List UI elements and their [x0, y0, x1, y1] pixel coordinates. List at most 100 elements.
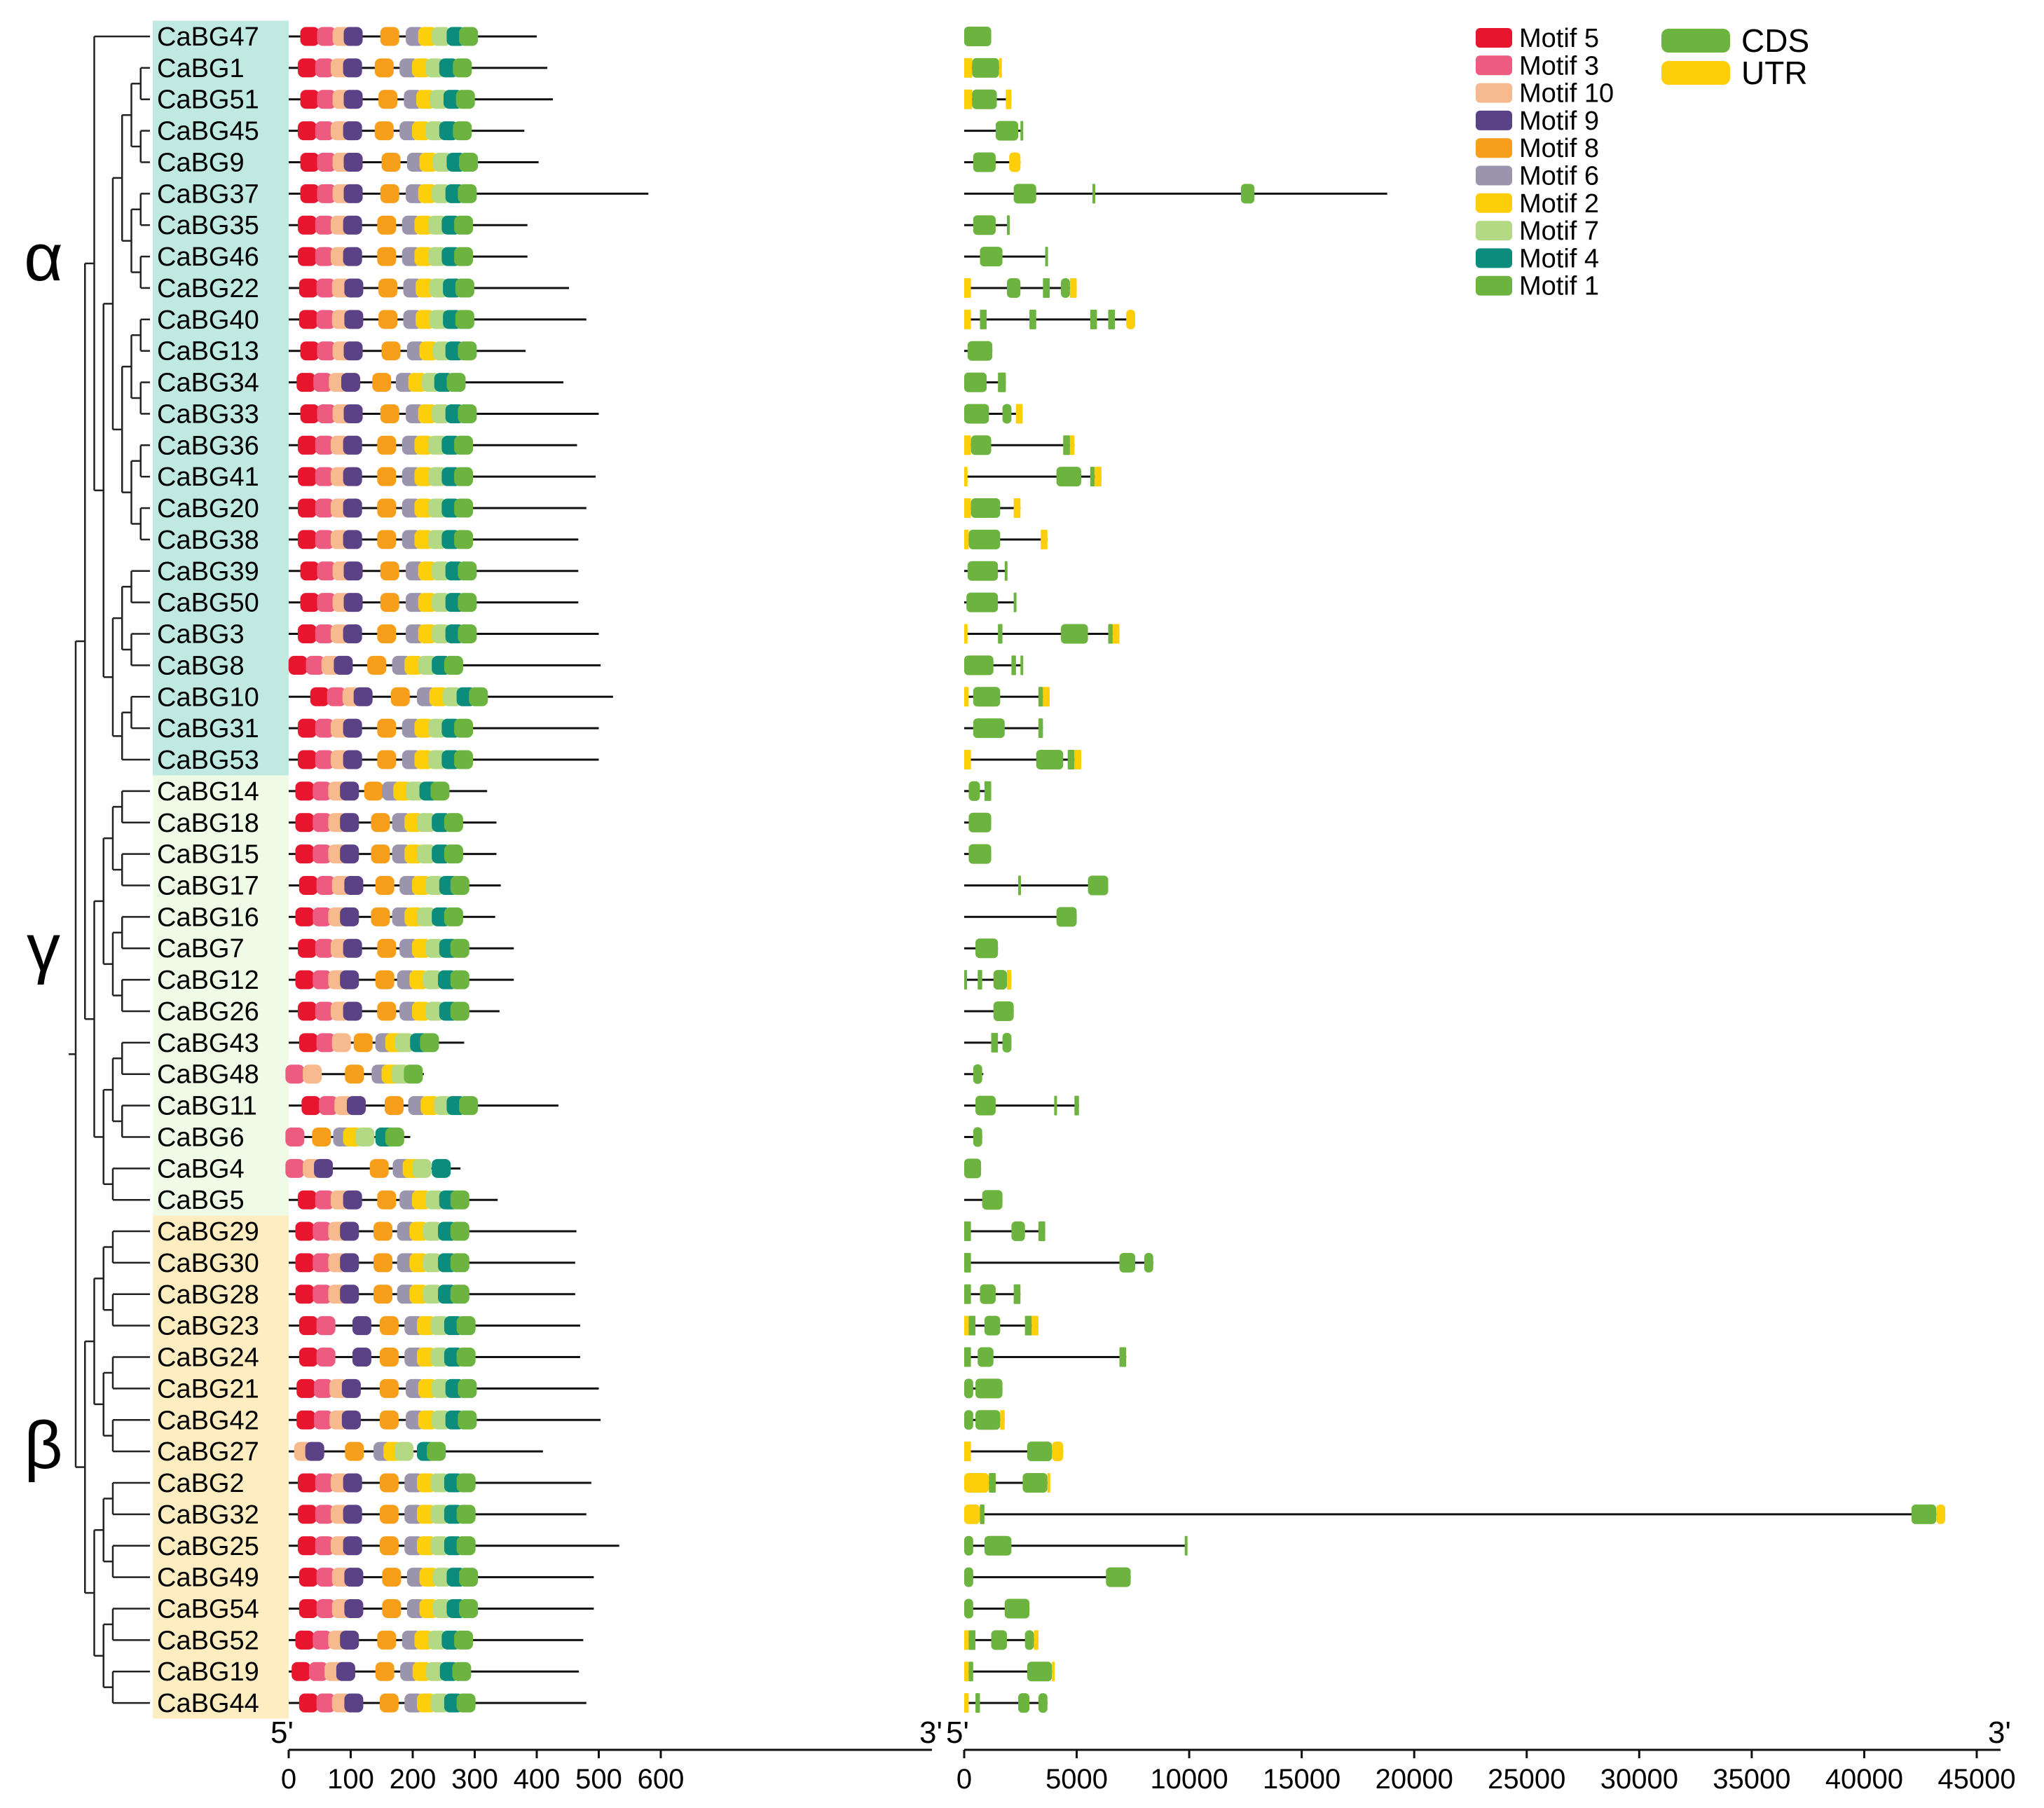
motif-box-m8	[375, 970, 395, 989]
motif-row	[289, 498, 587, 518]
motif-row	[289, 435, 577, 455]
cds-segment	[1011, 655, 1016, 676]
utr-segment	[964, 309, 971, 329]
motif-box-m1	[459, 27, 479, 46]
motif-box-m5	[298, 1473, 317, 1493]
motif-box-m5	[299, 1348, 318, 1367]
motif-box-m5	[300, 90, 320, 109]
cds-segment	[1007, 215, 1010, 235]
utr-segment	[964, 498, 971, 519]
motif-box-m5	[300, 404, 320, 423]
cds-segment	[1024, 1315, 1032, 1336]
gene-axis-tick-label: 10000	[1150, 1764, 1228, 1795]
utr-segment	[1069, 435, 1075, 456]
gene-name: CaBG26	[157, 997, 259, 1027]
motif-box-m9	[340, 781, 359, 801]
motif-box-m8	[379, 1536, 399, 1556]
motif-box-m9	[340, 1285, 359, 1304]
cds-segment	[973, 718, 1005, 739]
motif-box-m8	[371, 907, 390, 926]
cds-segment	[970, 498, 1001, 519]
motif-box-m7	[416, 907, 436, 926]
motif-box-m5	[299, 1693, 318, 1713]
cds-segment	[1002, 404, 1012, 424]
cds-segment	[978, 970, 982, 990]
structure-row	[964, 844, 992, 864]
motif-box-m5	[298, 498, 317, 518]
structure-row	[964, 1252, 1153, 1273]
gene-name: CaBG51	[157, 85, 259, 115]
motif-row	[289, 561, 579, 581]
cds-segment	[1013, 592, 1017, 612]
motif-box-m8	[377, 498, 397, 518]
cds-segment	[968, 529, 1001, 549]
structure-row	[964, 1662, 1055, 1682]
clade-background	[153, 20, 289, 776]
cds-segment	[1119, 1347, 1127, 1367]
motif-box-m1	[456, 1316, 476, 1336]
cds-segment	[1054, 1095, 1057, 1116]
motif-box-m3	[306, 655, 325, 675]
motif-box-m1	[458, 624, 477, 644]
motif-row	[289, 718, 599, 738]
gene-name: CaBG9	[157, 148, 245, 177]
motif-box-m1	[427, 1441, 446, 1461]
legend-swatch-m9	[1476, 110, 1512, 130]
motif-box-m9	[343, 1001, 362, 1021]
motif-box-m9	[340, 813, 359, 833]
cds-segment	[1007, 278, 1021, 298]
motif-box-m8	[390, 687, 410, 706]
motif-row	[289, 907, 495, 926]
motif-box-m1	[458, 184, 477, 203]
cds-segment	[1020, 121, 1024, 141]
motif-box-m8	[380, 184, 399, 203]
gene-name: CaBG24	[157, 1343, 259, 1373]
cds-segment	[968, 812, 992, 833]
motif-box-m8	[371, 813, 390, 833]
motif-box-m7	[355, 1127, 375, 1146]
gene-name: CaBG14	[157, 777, 259, 807]
motif-box-m8	[381, 341, 401, 361]
cds-segment	[973, 215, 996, 235]
legend-swatch-m6	[1476, 165, 1512, 186]
motif-box-m1	[450, 1221, 469, 1241]
structure-row	[964, 1158, 982, 1179]
cds-segment	[968, 781, 980, 801]
motif-box-m1	[450, 1190, 469, 1210]
cds-segment	[973, 687, 1001, 707]
motif-row	[289, 1316, 580, 1336]
utr-segment	[1936, 1504, 1946, 1524]
motif-box-m9	[343, 530, 362, 549]
motif-box-m5	[300, 341, 320, 361]
cds-segment	[964, 1410, 973, 1430]
utr-segment	[964, 89, 973, 109]
gene-axis-tick-label: 15000	[1263, 1764, 1340, 1795]
motif-box-m9	[343, 938, 362, 958]
gene-name: CaBG36	[157, 431, 259, 460]
motif-box-m3	[313, 1285, 332, 1304]
motif-box-m9	[314, 1158, 334, 1178]
motif-row	[289, 1693, 587, 1713]
utr-segment	[964, 687, 969, 707]
motif-box-m1	[385, 1127, 404, 1146]
utr-segment	[964, 1441, 971, 1462]
structure-row	[964, 561, 1008, 581]
motif-row	[289, 1410, 601, 1430]
motif-box-m9	[343, 435, 362, 455]
motif-row	[289, 90, 554, 109]
motif-box-m5	[295, 907, 315, 926]
legend-label: Motif 9	[1519, 107, 1599, 136]
motif-box-m8	[377, 530, 397, 549]
cds-segment	[1061, 624, 1088, 644]
motif-box-m3	[316, 310, 336, 329]
clade-labels: α γ β	[24, 220, 63, 1483]
gene-name: CaBG30	[157, 1249, 259, 1278]
gene-name: CaBG27	[157, 1437, 259, 1467]
motif-box-m5	[295, 1285, 315, 1304]
structure-row	[964, 1567, 1131, 1587]
motif-box-m8	[369, 1158, 389, 1178]
structure-row	[964, 970, 1012, 990]
gene-name: CaBG48	[157, 1060, 259, 1090]
motif-box-m5	[295, 1253, 315, 1273]
cds-segment	[972, 89, 997, 109]
